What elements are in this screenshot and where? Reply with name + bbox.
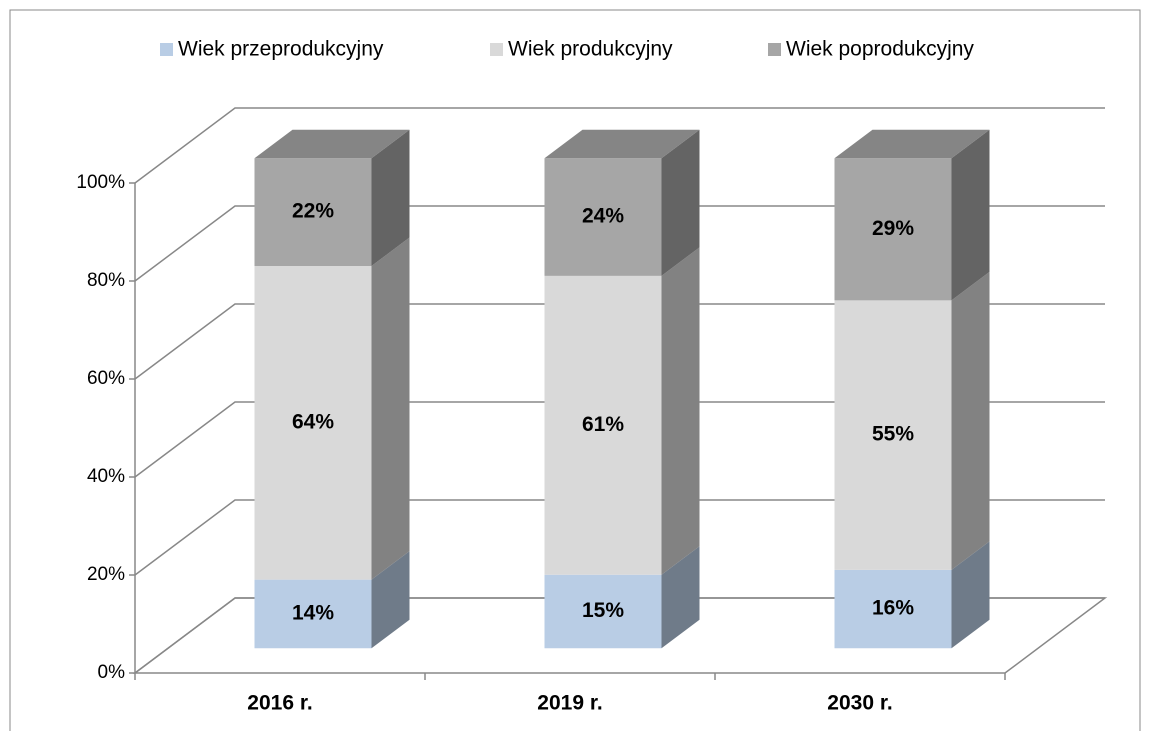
bar-side bbox=[661, 247, 700, 575]
grid-line bbox=[134, 107, 1105, 184]
y-tick-label: 100% bbox=[76, 172, 125, 193]
legend-label: Wiek przeprodukcyjny bbox=[178, 38, 384, 61]
bar bbox=[254, 579, 372, 649]
value-label: 24% bbox=[582, 205, 624, 228]
value-label: 14% bbox=[292, 601, 334, 624]
bar-side bbox=[661, 546, 700, 649]
bar-side bbox=[371, 237, 410, 580]
grid-line bbox=[134, 205, 1105, 282]
value-label: 29% bbox=[872, 217, 914, 240]
bar-top bbox=[544, 129, 700, 159]
bar-side bbox=[371, 129, 410, 267]
y-tick-label: 20% bbox=[87, 564, 125, 585]
bar bbox=[254, 266, 372, 580]
y-tick-label: 80% bbox=[87, 270, 125, 291]
y-tick-label: 40% bbox=[87, 466, 125, 487]
value-label: 64% bbox=[292, 410, 334, 433]
bar bbox=[834, 158, 952, 301]
value-label: 16% bbox=[872, 597, 914, 620]
bar-side bbox=[951, 129, 990, 301]
legend-label: Wiek produkcyjny bbox=[508, 38, 673, 61]
value-label: 55% bbox=[872, 423, 914, 446]
grid-line bbox=[134, 401, 1105, 478]
y-tick-label: 60% bbox=[87, 368, 125, 389]
bar bbox=[544, 574, 662, 649]
value-label: 22% bbox=[292, 200, 334, 223]
bar bbox=[834, 300, 952, 570]
bar-side bbox=[661, 129, 700, 276]
legend-swatch bbox=[768, 43, 781, 56]
bar bbox=[834, 569, 952, 649]
grid-line bbox=[134, 597, 1105, 674]
value-label: 61% bbox=[582, 413, 624, 436]
bar-side bbox=[951, 271, 990, 570]
legend-swatch bbox=[490, 43, 503, 56]
bar bbox=[544, 275, 662, 575]
chart-frame bbox=[9, 9, 1141, 731]
x-tick-label: 2019 r. bbox=[537, 692, 602, 715]
bar-side bbox=[951, 541, 990, 649]
legend-label: Wiek poprodukcyjny bbox=[786, 38, 974, 61]
value-label: 15% bbox=[582, 599, 624, 622]
bar-side bbox=[371, 551, 410, 649]
grid-line bbox=[134, 303, 1105, 380]
bar-top bbox=[254, 129, 410, 159]
x-tick-label: 2016 r. bbox=[247, 692, 312, 715]
bar-top bbox=[834, 129, 990, 159]
bar bbox=[254, 158, 372, 267]
grid-line bbox=[134, 499, 1105, 576]
bar bbox=[544, 158, 662, 276]
y-tick-label: 0% bbox=[98, 662, 126, 683]
x-tick-label: 2030 r. bbox=[827, 692, 892, 715]
legend-swatch bbox=[160, 43, 173, 56]
